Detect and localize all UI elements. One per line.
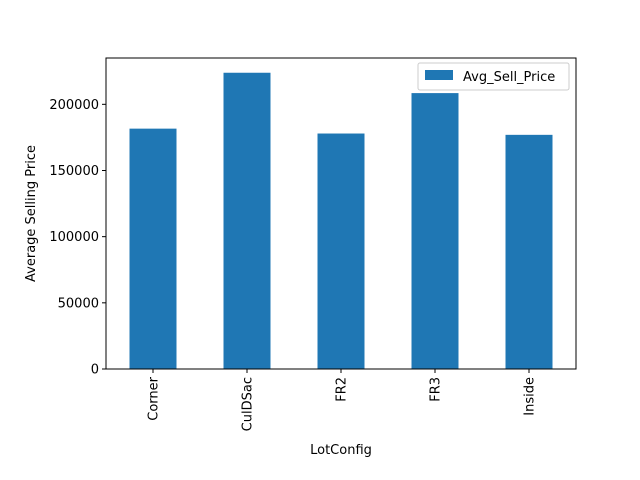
y-axis-label: Average Selling Price [24, 145, 39, 282]
x-tick-label: FR2 [335, 377, 350, 402]
y-tick-label: 200000 [49, 98, 99, 113]
bar-inside [505, 134, 553, 369]
x-axis-label: LotConfig [310, 443, 372, 458]
y-tick-label: 100000 [49, 230, 99, 245]
bar-fr3 [411, 93, 459, 369]
legend-label: Avg_Sell_Price [463, 70, 555, 85]
x-tick-label: Inside [523, 377, 538, 416]
y-tick-label: 0 [91, 363, 99, 378]
plot-frame [105, 57, 577, 370]
x-tick-label: Corner [147, 376, 162, 420]
bar-corner [129, 128, 177, 369]
legend-box [417, 62, 570, 91]
y-axis-ticks: 0 50000 100000 150000 200000 [49, 98, 106, 378]
y-tick-label: 50000 [58, 296, 99, 311]
legend-swatch [425, 70, 453, 80]
x-axis-ticks: Corner CulDSac FR2 FR3 Inside [147, 369, 538, 431]
y-tick-label: 150000 [49, 164, 99, 179]
x-tick-label: FR3 [429, 377, 444, 402]
bars-group [129, 72, 553, 370]
bar-culdsac [223, 72, 271, 370]
x-tick-label: CulDSac [241, 377, 256, 431]
bar-fr2 [317, 133, 365, 369]
legend: Avg_Sell_Price [417, 62, 570, 91]
